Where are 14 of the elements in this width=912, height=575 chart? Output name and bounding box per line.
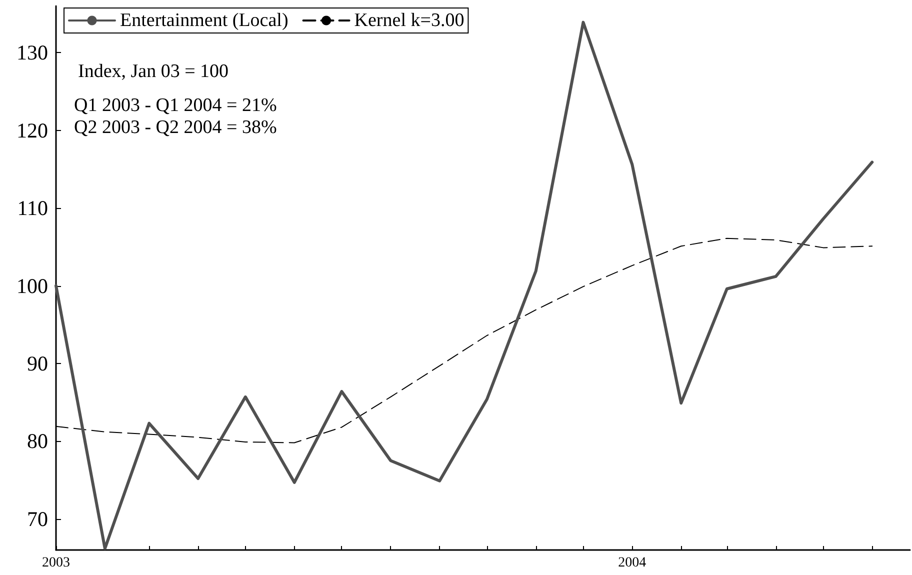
- y-tick-label: 130: [16, 40, 48, 65]
- y-tick-label: 70: [27, 506, 48, 531]
- x-tick-label: 2004: [618, 556, 646, 570]
- y-tick-label: 110: [17, 196, 48, 220]
- annotation: Index, Jan 03 = 100: [78, 61, 229, 82]
- legend-label: Entertainment (Local): [120, 10, 288, 31]
- y-tick-label: 80: [27, 429, 48, 454]
- x-tick-label: 2003: [42, 556, 70, 570]
- y-tick-label: 100: [16, 274, 48, 298]
- y-tick-label: 90: [27, 351, 48, 376]
- annotation: Q1 2003 - Q1 2004 = 21%: [74, 95, 277, 116]
- y-tick-label: 120: [16, 118, 48, 142]
- annotation: Q2 2003 - Q2 2004 = 38%: [74, 117, 277, 138]
- legend-label: Kernel k=3.00: [354, 10, 464, 31]
